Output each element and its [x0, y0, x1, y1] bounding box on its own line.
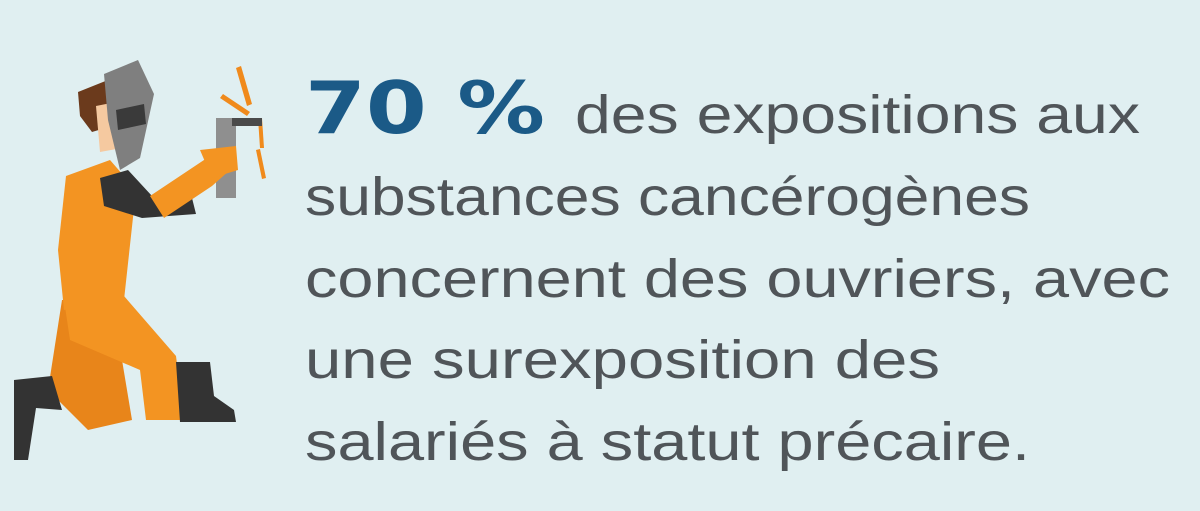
text-line: concernent des ouvriers, avec [305, 249, 1170, 309]
text-line: une surexposition des [305, 330, 940, 390]
welder-illustration [14, 60, 266, 460]
text-line: des expositions aux [575, 85, 1140, 145]
highlight-figure: 70 % [305, 66, 545, 150]
text-line: salariés à statut précaire. [305, 412, 1030, 472]
text-line: substances cancérogènes [305, 167, 1030, 227]
